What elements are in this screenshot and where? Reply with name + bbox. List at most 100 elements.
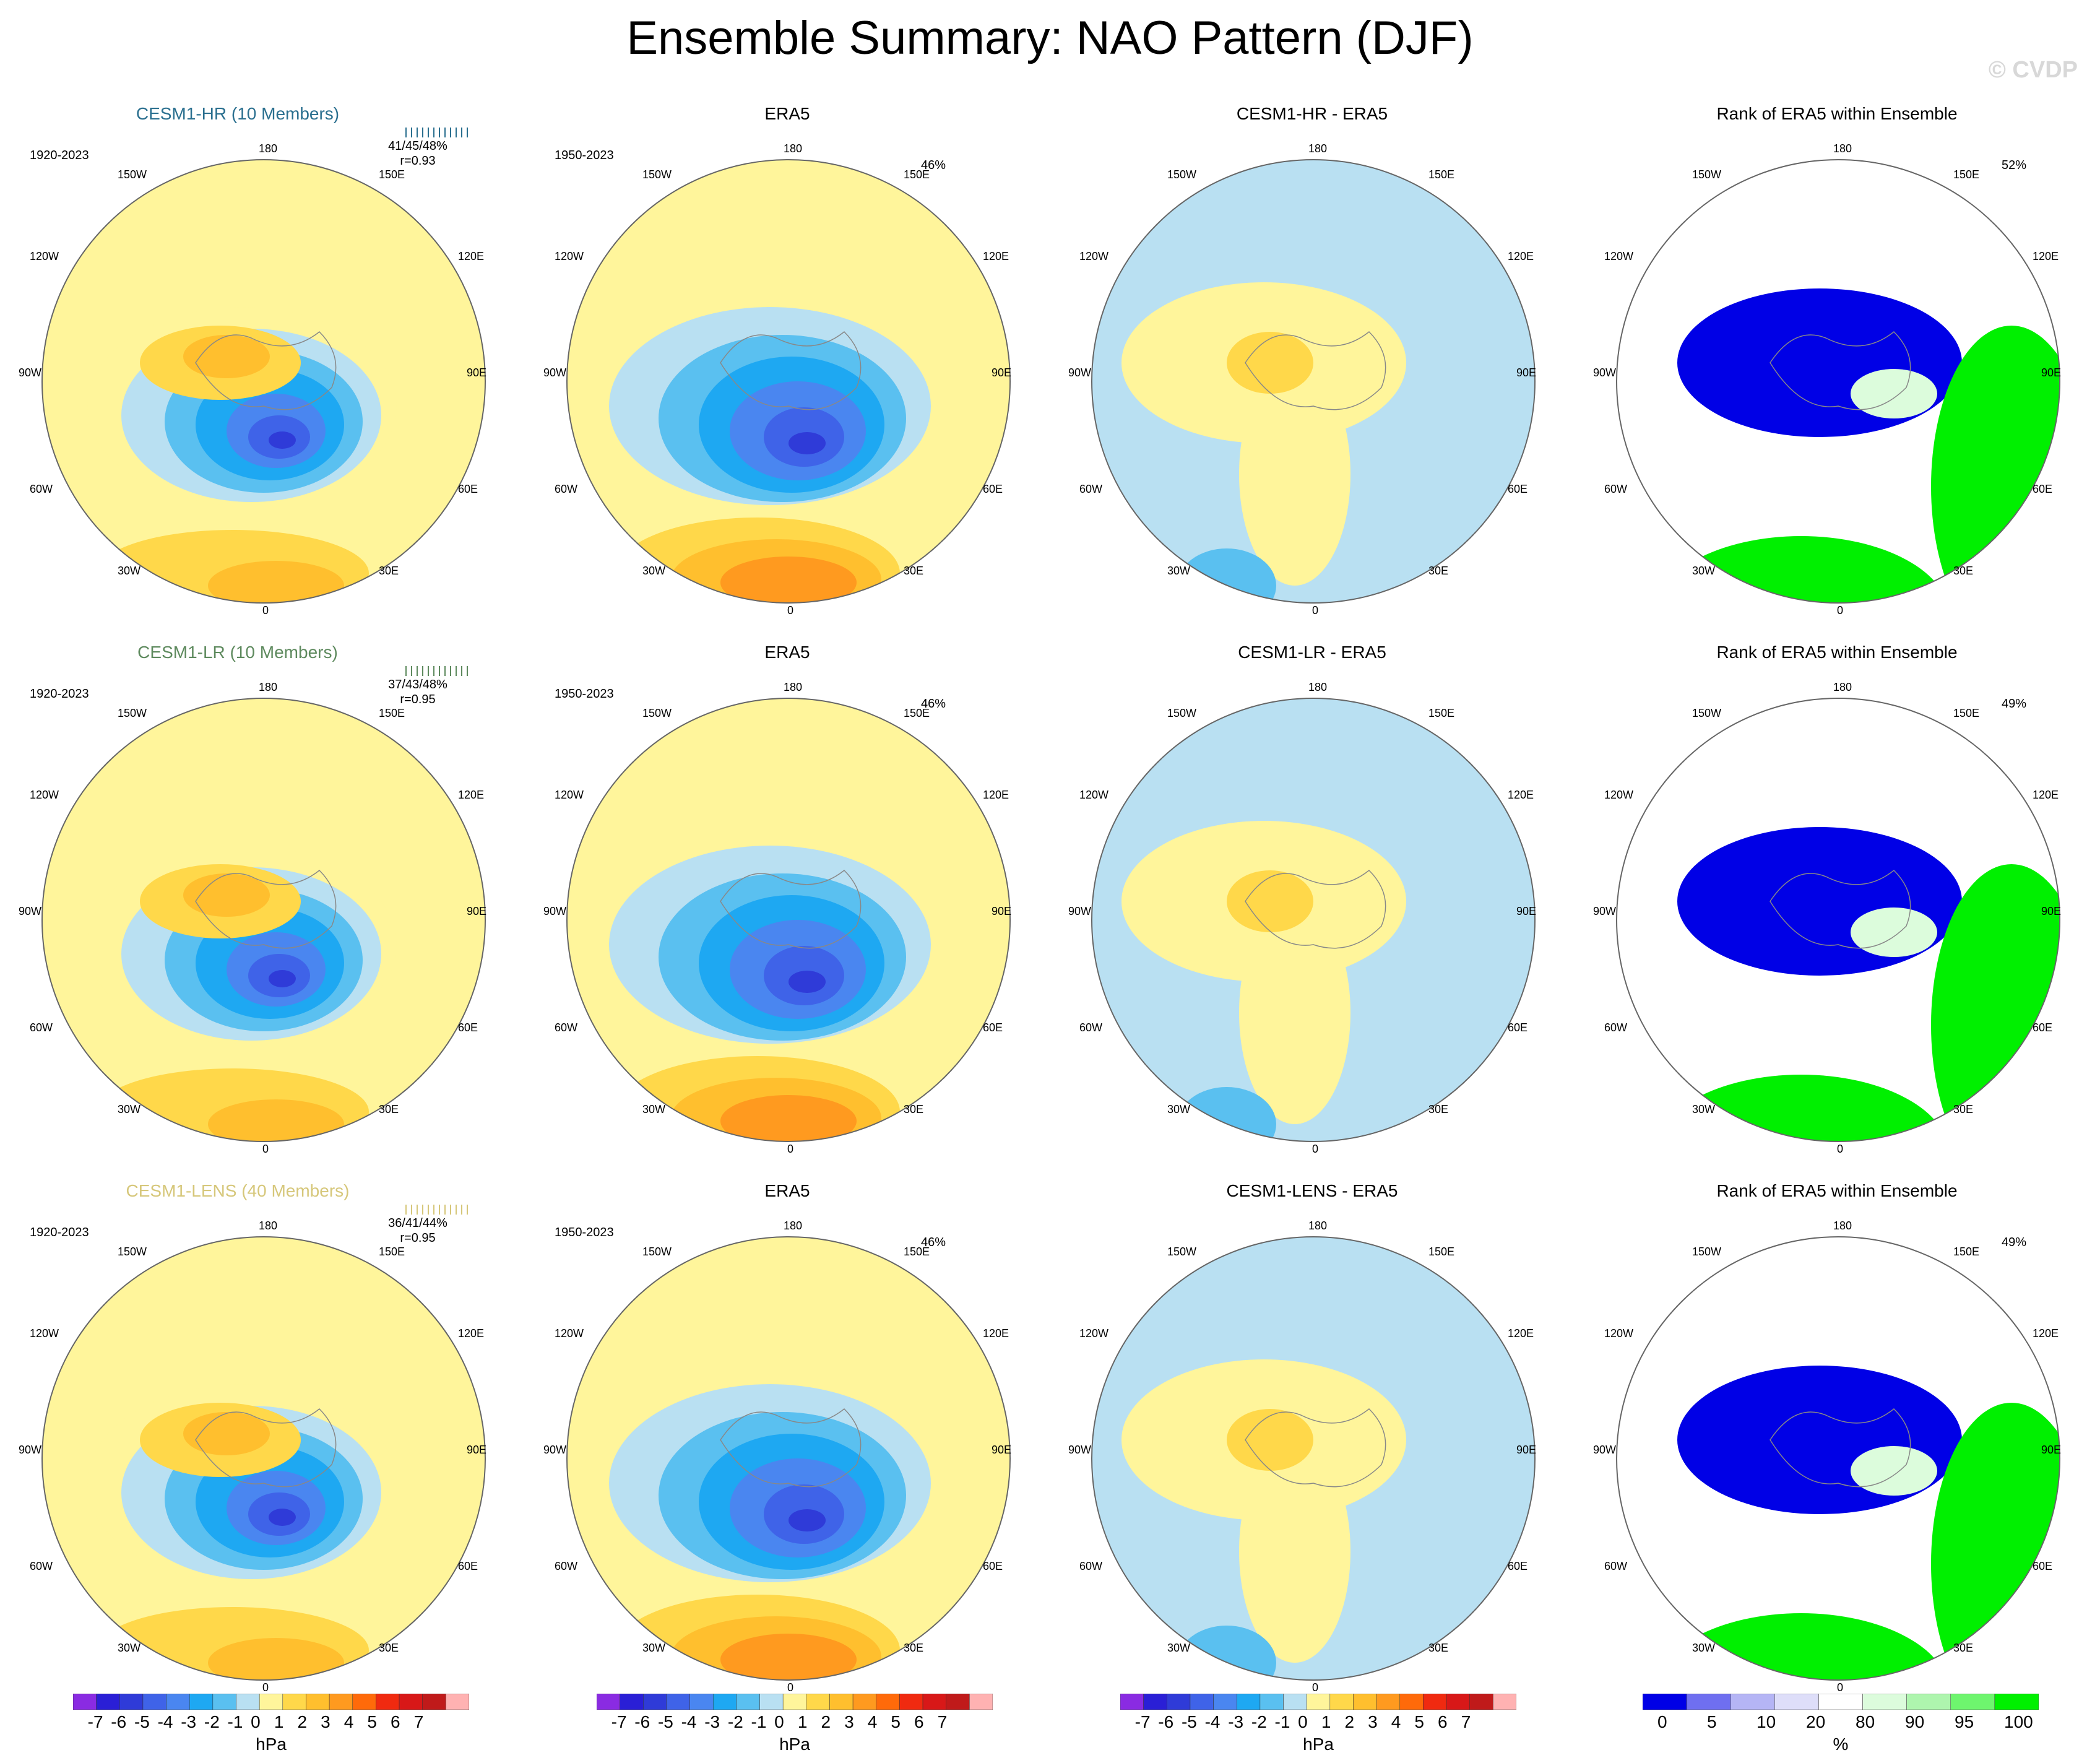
neg-region-5 (789, 432, 826, 454)
colorbar-swatch (282, 1694, 306, 1710)
colorbar-swatch (96, 1694, 120, 1710)
colorbar-swatch (1774, 1694, 1819, 1710)
lon-label-r2: 90E (992, 366, 1012, 379)
lon-label-bl: 30W (1167, 565, 1191, 577)
polar-map (1616, 159, 2060, 604)
lon-label-r2: 90E (467, 1444, 487, 1456)
lon-label-r2: 90E (1516, 366, 1537, 379)
lon-label-r2: 90E (1516, 1444, 1537, 1456)
colorbar-swatch (899, 1694, 923, 1710)
colorbar-swatch (1329, 1694, 1354, 1710)
lon-label-l3: 60W (1079, 483, 1103, 495)
pos-region-north-core (183, 873, 270, 917)
colorbar-swatch (1143, 1694, 1167, 1710)
colorbar-tick-label: -4 (157, 1712, 173, 1731)
colorbar-tick-label: 3 (321, 1712, 331, 1731)
colorbar-tick-label: -1 (751, 1712, 767, 1731)
colorbar-swatch (806, 1694, 830, 1710)
colorbar-swatch (399, 1694, 423, 1710)
colorbar-swatch (597, 1694, 620, 1710)
lon-label-r3: 60E (983, 1560, 1003, 1572)
low-rank-region (1677, 288, 1962, 437)
panel-title: CESM1-LR (10 Members) (137, 643, 338, 662)
lon-label-ur: 150E (379, 1245, 405, 1258)
coastline (1769, 869, 1911, 949)
lon-label-r3: 60E (1508, 1560, 1528, 1572)
colorbar-tick-label: 5 (1414, 1712, 1424, 1731)
map-panel-obs-row3: ERA5 1950-2023 46% 180 0 150W 150E 120W 120E 90W 9… (525, 1181, 1050, 1720)
colorbar-swatch (1906, 1694, 1951, 1710)
colorbar-swatch (689, 1694, 714, 1710)
map-border (1616, 159, 2060, 604)
lon-label-top: 180 (259, 1219, 278, 1232)
colorbar-tick-label: -1 (1274, 1712, 1290, 1731)
pos-region-south-core (720, 1095, 857, 1141)
map-border (1091, 698, 1536, 1142)
period-label: 1950-2023 (555, 687, 614, 701)
lon-label-ur: 150E (379, 707, 405, 719)
lon-label-l2: 90W (543, 1444, 567, 1456)
stats-correlation: r=0.93 (400, 154, 436, 168)
lon-label-l2: 90W (1593, 905, 1617, 917)
lon-label-l2: 90W (1593, 1444, 1617, 1456)
neg-region-5 (789, 1509, 826, 1531)
period-label: 1950-2023 (555, 1226, 614, 1239)
map-panel-diff-row1: CESM1-HR - ERA5 180 0 150W 150E 120W 120E 90W 90… (1050, 104, 1575, 643)
map-panel-rank-row3: Rank of ERA5 within Ensemble 49% 180 0 150W 1… (1575, 1181, 2099, 1720)
rank-colorbar: 0 5 10 20 80 90 95 100% (1643, 1694, 2039, 1763)
coastline (195, 869, 337, 949)
map-panel-obs-row2: ERA5 1950-2023 46% 180 0 150W 150E 120W 120E 90W 9… (525, 643, 1050, 1181)
colorbar-tick-label: -6 (111, 1712, 127, 1731)
pos-region-central (1239, 901, 1350, 1124)
colorbar-tick-label: 5 (1707, 1712, 1717, 1731)
lon-label-l1: 120W (555, 1327, 584, 1340)
lon-label-br: 30E (379, 565, 399, 577)
polar-map (1091, 1236, 1536, 1681)
neg-region-6 (269, 431, 296, 449)
hpa-colorbar-diff: -7 -6 -5 -4 -3 -2 -1 0 1 2 3 4 5 6 7 hPa (1120, 1694, 1516, 1763)
lon-label-l2: 90W (1068, 1444, 1092, 1456)
lon-label-l3: 60W (1604, 1560, 1628, 1572)
pos-region-central (1239, 363, 1350, 586)
polar-map (1091, 698, 1536, 1142)
lon-label-ur: 150E (904, 168, 930, 181)
colorbar-tick-label: -2 (1251, 1712, 1267, 1731)
colorbar-tick-label: 3 (844, 1712, 854, 1731)
colorbar-swatch (446, 1694, 469, 1710)
coastline (1245, 1408, 1386, 1488)
map-panel-model-row2: CESM1-LR (10 Members) 1920-2023 37/43/48% r… (0, 643, 525, 1181)
stats-correlation: r=0.95 (400, 1231, 436, 1245)
ensemble-spread-bar (405, 128, 468, 137)
colorbar-swatch (119, 1694, 144, 1710)
lon-label-r1: 120E (458, 1327, 485, 1340)
colorbar-tick-label: -5 (657, 1712, 673, 1731)
colorbar-tick-label: 100 (2004, 1712, 2033, 1731)
colorbar-tick-label: 5 (367, 1712, 377, 1731)
hpa-colorbar-obs: -7 -6 -5 -4 -3 -2 -1 0 1 2 3 4 5 6 7 hPa (597, 1694, 993, 1763)
pos-region-north-core (1227, 332, 1313, 394)
panel-title: CESM1-HR (10 Members) (136, 104, 340, 123)
lon-label-ur: 150E (904, 1245, 930, 1258)
lon-label-top: 180 (1833, 681, 1852, 693)
lon-label-r1: 120E (2033, 789, 2059, 801)
lon-label-bl: 30W (1692, 565, 1716, 577)
polar-map (566, 698, 1011, 1142)
lon-label-r1: 120E (1508, 789, 1534, 801)
lon-label-ur: 150E (1428, 1245, 1455, 1258)
polar-map (41, 159, 486, 604)
lon-label-l1: 120W (1604, 250, 1634, 262)
lon-label-br: 30E (1953, 1642, 1974, 1654)
panel-title: ERA5 (764, 1181, 810, 1200)
colorbar-tick-label: 2 (297, 1712, 308, 1731)
lon-label-r2: 90E (2041, 1444, 2062, 1456)
colorbar-tick-label: -7 (1134, 1712, 1151, 1731)
lon-label-r1: 120E (1508, 250, 1534, 262)
colorbar-swatch (1446, 1694, 1470, 1710)
ensemble-stats: 37/43/48% r=0.95 (371, 677, 464, 707)
lon-label-l2: 90W (543, 905, 567, 917)
map-border (566, 698, 1011, 1142)
lon-label-l3: 60W (555, 1560, 578, 1572)
map-panel-model-row1: CESM1-HR (10 Members) 1920-2023 41/45/48% r… (0, 104, 525, 643)
colorbar-swatch (1994, 1694, 2039, 1710)
lon-label-r2: 90E (467, 905, 487, 917)
